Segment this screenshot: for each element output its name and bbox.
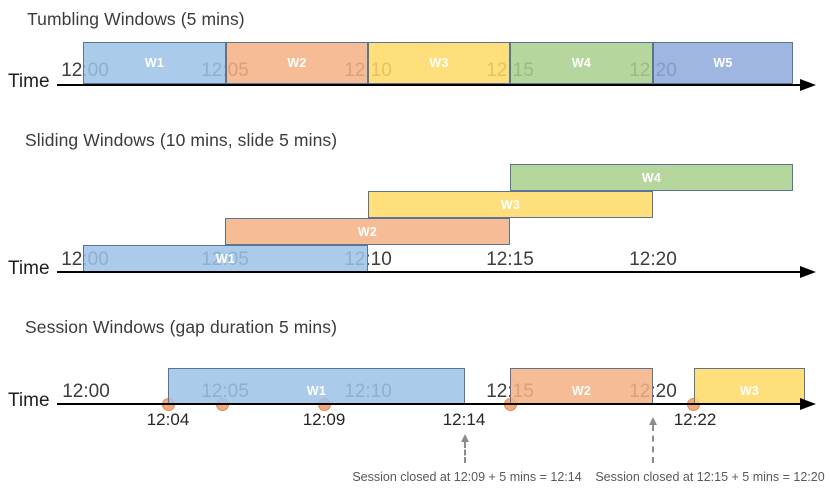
window-box-w2: W2: [225, 218, 510, 245]
section-title-tumbling: Tumbling Windows (5 mins): [27, 9, 245, 29]
window-label: W2: [571, 383, 592, 398]
time-axis-label: Time: [8, 390, 50, 411]
window-label: W2: [287, 56, 307, 70]
window-box-w1: W1: [83, 245, 368, 272]
window-label: W2: [357, 224, 378, 239]
window-label: W4: [571, 56, 592, 70]
window-box-w1: W1: [168, 368, 465, 404]
window-label: W3: [429, 56, 449, 70]
axis-arrowhead-icon: [800, 266, 816, 278]
window-box-w2: W2: [510, 368, 653, 404]
session-close-annotation: Session closed at 12:09 + 5 mins = 12:14: [352, 470, 582, 484]
event-time-label: 12:22: [673, 410, 717, 429]
window-label: W1: [215, 251, 236, 266]
window-label: W5: [713, 56, 733, 70]
window-box-w2: W2: [226, 42, 368, 84]
window-box-w4: W4: [510, 164, 793, 191]
tick-label: 12:00: [62, 381, 110, 402]
window-box-w3: W3: [368, 42, 510, 84]
window-label: W4: [641, 170, 662, 185]
window-label: W1: [306, 383, 327, 398]
session-close-arrow-stem: [464, 442, 466, 463]
window-box-w4: W4: [510, 42, 653, 84]
axis-arrowhead-icon: [800, 79, 816, 91]
timeline-axis: [57, 403, 800, 405]
window-box-w3: W3: [368, 191, 653, 218]
window-label: W3: [739, 383, 760, 398]
window-box-w3: W3: [694, 368, 805, 404]
section-title-session: Session Windows (gap duration 5 mins): [25, 317, 338, 337]
axis-arrowhead-icon: [800, 398, 816, 410]
session-close-arrow-icon: [460, 434, 469, 442]
session-close-arrow-stem: [652, 425, 654, 463]
window-label: W3: [500, 197, 521, 212]
tick-label: 12:15: [486, 249, 534, 270]
window-label: W1: [144, 56, 165, 70]
event-time-label: 12:04: [146, 410, 190, 429]
window-box-w1: W1: [83, 42, 226, 84]
timeline-axis: [57, 84, 800, 86]
session-close-annotation: Session closed at 12:15 + 5 mins = 12:20: [595, 470, 825, 484]
timeline-axis: [57, 271, 800, 273]
section-title-sliding: Sliding Windows (10 mins, slide 5 mins): [25, 130, 338, 150]
time-axis-label: Time: [8, 258, 50, 279]
time-axis-label: Time: [8, 71, 50, 92]
session-close-arrow-icon: [648, 417, 657, 425]
event-time-label: 12:14: [442, 410, 486, 429]
event-time-label: 12:09: [302, 410, 346, 429]
tick-label: 12:20: [629, 249, 677, 270]
window-box-w5: W5: [653, 42, 793, 84]
